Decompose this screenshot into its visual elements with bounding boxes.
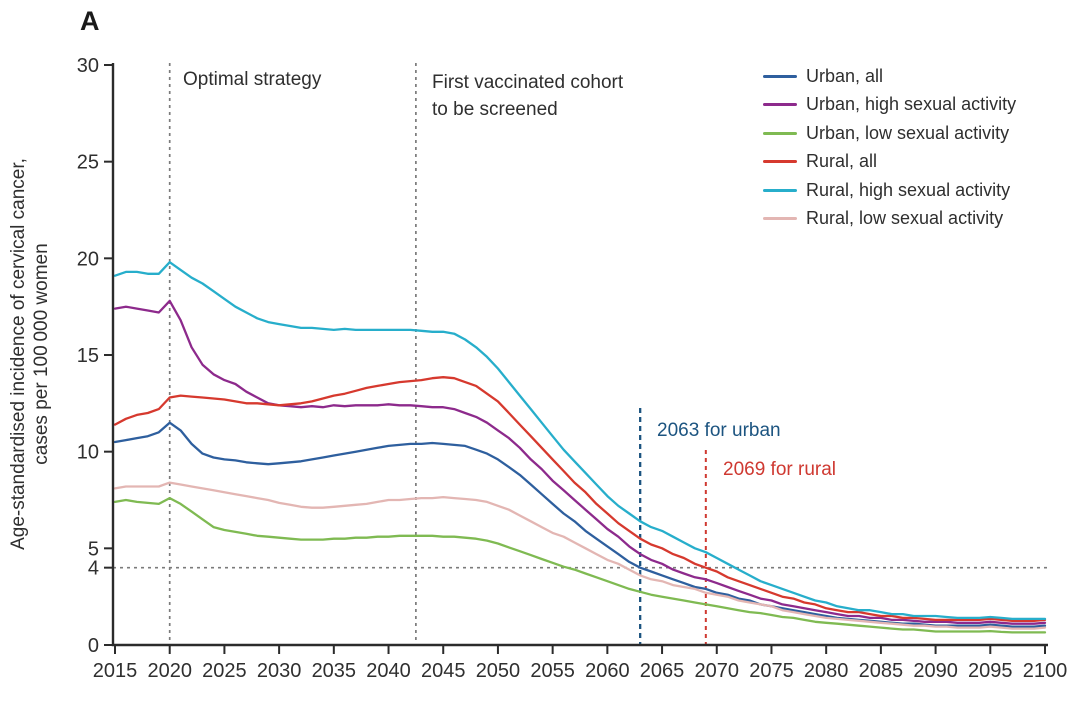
legend-swatch-urban_high — [763, 103, 797, 107]
y-tick-label: 4 — [88, 558, 99, 580]
x-tick-label: 2100 — [1023, 660, 1068, 682]
panel-label: A — [80, 6, 100, 36]
legend-item-rural_all: Rural, all — [763, 148, 1016, 177]
legend-label-urban_high: Urban, high sexual activity — [806, 94, 1017, 115]
series-line-urban_all — [113, 421, 1047, 628]
legend-item-rural_high: Rural, high sexual activity — [763, 176, 1016, 205]
legend-item-urban_all: Urban, all — [763, 62, 1016, 91]
x-tick-label: 2045 — [421, 660, 466, 682]
x-tick-label: 2040 — [366, 660, 411, 682]
x-tick-label: 2080 — [804, 660, 849, 682]
x-tick-label: 2075 — [749, 660, 794, 682]
x-tick-label: 2025 — [202, 660, 247, 682]
x-tick-label: 2090 — [913, 660, 958, 682]
reference-lines — [113, 63, 1048, 645]
annotation-urban-elimination: 2063 for urban — [657, 420, 781, 441]
x-tick-label: 2050 — [476, 660, 521, 682]
annotation-first-screened-line1: First vaccinated cohort — [432, 72, 624, 93]
x-tick-label: 2095 — [968, 660, 1013, 682]
legend-swatch-urban_all — [763, 74, 797, 78]
series-line-urban_low — [113, 496, 1047, 634]
annotation-optimal-strategy: Optimal strategy — [183, 69, 322, 90]
y-tick-label: 20 — [77, 248, 99, 270]
legend-label-rural_all: Rural, all — [806, 151, 878, 172]
legend-swatch-rural_high — [763, 188, 797, 192]
x-tick-label: 2055 — [530, 660, 575, 682]
y-tick-label: 25 — [77, 152, 99, 174]
x-tick-label: 2020 — [147, 660, 192, 682]
legend-swatch-rural_all — [763, 160, 797, 164]
annotation-rural-elimination: 2069 for rural — [723, 459, 837, 480]
legend-label-urban_all: Urban, all — [806, 65, 884, 86]
annotation-first-screened-line2: to be screened — [432, 99, 558, 120]
series-lines — [113, 261, 1047, 634]
legend-label-rural_low: Rural, low sexual activity — [806, 208, 1004, 229]
x-tick-label: 2065 — [640, 660, 685, 682]
y-tick-label: 10 — [77, 442, 99, 464]
series-line-rural_low — [113, 481, 1047, 630]
legend-item-urban_high: Urban, high sexual activity — [763, 91, 1016, 120]
x-tick-label: 2015 — [93, 660, 138, 682]
x-tick-label: 2035 — [312, 660, 357, 682]
annotation-first-screened: First vaccinated cohort to be screened — [432, 69, 623, 123]
axes — [104, 63, 1048, 654]
y-tick-label: 5 — [88, 538, 99, 560]
legend-label-rural_high: Rural, high sexual activity — [806, 179, 1011, 200]
y-axis-title-line1: Age-standardised incidence of cervical c… — [8, 158, 29, 550]
x-tick-label: 2030 — [257, 660, 302, 682]
legend-swatch-urban_low — [763, 131, 797, 135]
series-line-rural_high — [113, 261, 1047, 621]
legend-item-rural_low: Rural, low sexual activity — [763, 205, 1016, 234]
x-tick-label: 2060 — [585, 660, 630, 682]
y-axis-title: Age-standardised incidence of cervical c… — [7, 44, 53, 664]
y-tick-label: 0 — [88, 635, 99, 657]
y-tick-label: 30 — [77, 55, 99, 77]
legend-item-urban_low: Urban, low sexual activity — [763, 119, 1016, 148]
y-tick-label: 15 — [77, 345, 99, 367]
legend-swatch-rural_low — [763, 217, 797, 221]
series-line-rural_all — [113, 376, 1047, 622]
legend-label-urban_low: Urban, low sexual activity — [806, 122, 1010, 143]
legend: Urban, all Urban, high sexual activity Urb… — [763, 62, 1016, 233]
y-axis-title-line2: cases per 100 000 women — [31, 243, 52, 465]
x-tick-label: 2085 — [859, 660, 904, 682]
x-tick-label: 2070 — [695, 660, 740, 682]
